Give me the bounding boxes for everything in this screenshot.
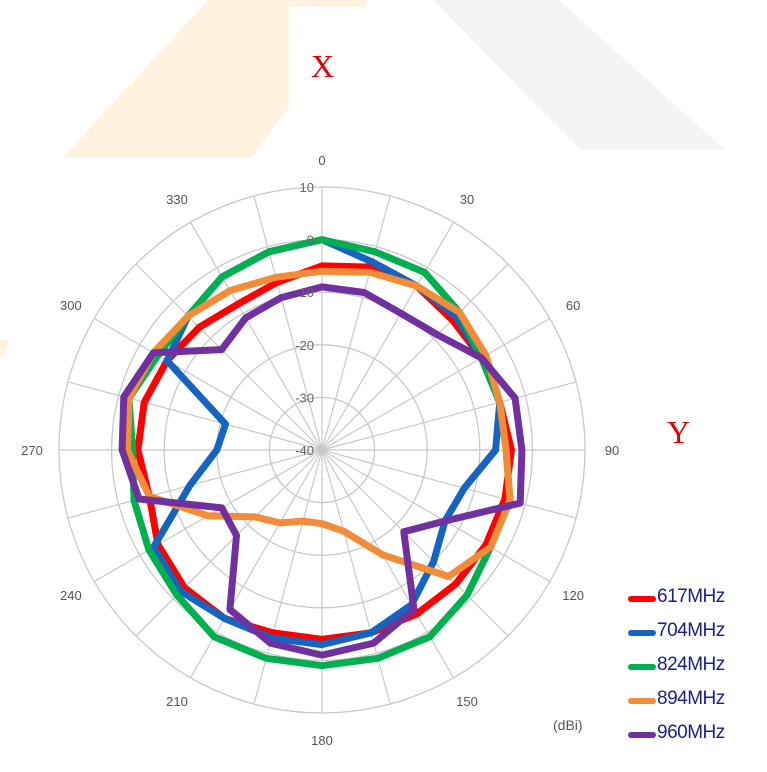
legend-swatch [628, 664, 656, 670]
angular-tick-label: 300 [60, 298, 82, 313]
angular-tick-label: 150 [456, 694, 478, 709]
x-axis-marker: X [311, 48, 335, 84]
x-label-box [289, 7, 364, 110]
legend-swatch [628, 596, 656, 602]
watermark-shape-orange-small [0, 340, 10, 360]
legend-label: 617MHz [657, 586, 725, 607]
grid-spoke [253, 449, 323, 705]
legend-label: 824MHz [657, 654, 725, 675]
legend-label: 894MHz [657, 688, 725, 709]
y-axis-marker: Y [667, 414, 691, 450]
radial-tick-label: 0 [307, 233, 314, 248]
grid-spoke [321, 449, 391, 705]
grid-spoke [135, 263, 323, 451]
grid-spoke [93, 317, 323, 451]
grid-spoke [253, 195, 323, 451]
angular-tick-label: 0 [318, 153, 325, 168]
angular-tick-label: 120 [562, 588, 584, 603]
angular-tick-label: 30 [460, 192, 474, 207]
grid-spoke [321, 221, 455, 451]
grid-spoke [135, 449, 323, 637]
angular-tick-labels: 0 30 60 90 120 150 180 210 240 270 300 330 [21, 153, 619, 748]
legend-label: 960MHz [657, 722, 725, 743]
unit-label: (dBi) [553, 717, 583, 733]
radial-tick-label: -40 [295, 443, 314, 458]
radial-tick-label: -10 [295, 285, 314, 300]
grid-spoke [321, 317, 551, 451]
angular-tick-label: 90 [605, 443, 619, 458]
legend-swatch [628, 732, 656, 738]
grid-spoke [189, 221, 323, 451]
angular-tick-label: 330 [166, 192, 188, 207]
legend-label: 704MHz [657, 620, 725, 641]
angular-tick-label: 270 [21, 443, 43, 458]
grid-spoke [321, 381, 577, 451]
radial-tick-labels: 10 0 -10 -20 -30 -40 [295, 180, 314, 458]
grid-spoke [321, 449, 551, 583]
grid-spoke [321, 449, 577, 519]
series-group [118, 236, 526, 670]
radial-tick-label: -30 [295, 390, 314, 405]
angular-tick-label: 240 [60, 588, 82, 603]
grid-spoke [321, 449, 509, 637]
radial-tick-label: 10 [300, 180, 314, 195]
grid-spoke [321, 195, 391, 451]
angular-tick-label: 180 [311, 733, 333, 748]
series-line-4 [118, 283, 526, 659]
watermark-shape-grey [433, 0, 725, 150]
radial-tick-label: -20 [295, 338, 314, 353]
grid-spoke [321, 263, 509, 451]
angular-tick-label: 60 [566, 298, 580, 313]
legend-swatch [628, 698, 656, 704]
legend-swatch [628, 630, 656, 636]
angular-tick-label: 210 [166, 694, 188, 709]
grid-spoke [67, 381, 323, 451]
